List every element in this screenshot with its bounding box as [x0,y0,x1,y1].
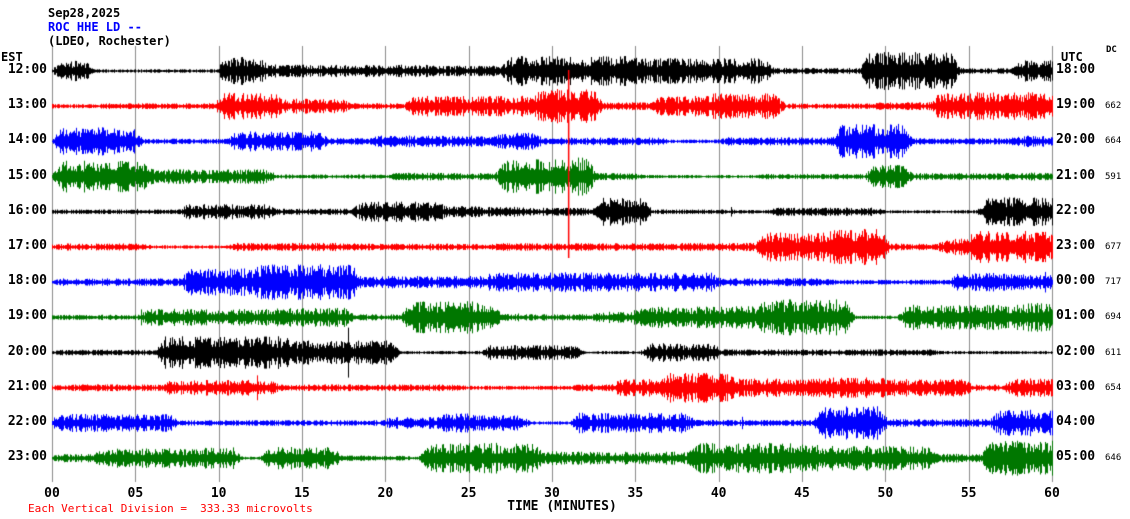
right-axis-label-utc: UTC [1061,50,1083,64]
utc-time-label: 18:00 [1056,62,1096,77]
dc-offset-value: 654 [1105,382,1122,393]
x-tick-label: 15 [294,486,310,501]
x-axis-label: TIME (MINUTES) [507,499,617,514]
x-tick-label: 55 [960,486,977,501]
left-axis-label-est: EST [1,50,23,64]
est-time-label: 14:00 [7,132,47,148]
est-time-label: 19:00 [7,308,47,324]
dc-offset-value: 717 [1105,277,1122,288]
est-time-label: 17:00 [7,238,47,253]
x-tick-label: 25 [460,486,477,501]
utc-time-label: 03:00 [1056,378,1096,394]
dc-offset-value: 611 [1105,347,1122,358]
utc-time-label: 19:00 [1056,97,1096,113]
x-tick-label: 40 [710,486,727,501]
x-tick-label: 60 [1044,486,1060,501]
dc-offset-value: 664 [1105,136,1122,147]
x-tick-label: 10 [210,486,227,501]
x-tick-label: 30 [544,486,560,501]
est-time-label: 16:00 [7,202,47,218]
est-time-label: 12:00 [7,62,47,77]
utc-time-label: 23:00 [1056,238,1096,253]
dc-column-label: DC [1106,45,1117,55]
utc-time-label: 20:00 [1056,132,1096,148]
utc-time-label: 05:00 [1056,449,1096,465]
utc-time-label: 21:00 [1056,167,1096,183]
dc-offset-value: 694 [1105,312,1122,323]
utc-time-label: 02:00 [1056,343,1096,359]
est-time-label: 22:00 [7,414,47,429]
x-tick-label: 35 [627,486,644,501]
est-time-label: 21:00 [7,378,47,394]
est-time-label: 13:00 [7,97,47,113]
dc-offset-value: 677 [1105,242,1122,252]
scale-note: Each Vertical Division = 333.33 microvol… [28,502,313,515]
est-time-label: 18:00 [7,273,47,289]
dc-offset-value: 591 [1105,171,1122,182]
est-time-label: 23:00 [7,449,47,465]
utc-time-label: 04:00 [1056,414,1096,429]
x-tick-label: 45 [794,486,810,501]
utc-time-label: 22:00 [1056,202,1096,218]
utc-time-label: 01:00 [1056,308,1096,324]
dc-offset-value: 662 [1105,101,1122,112]
header-station-id: ROC HHE LD -- [48,20,142,34]
header-date: Sep28,2025 [48,6,121,20]
x-tick-label: 00 [44,486,60,501]
x-tick-label: 05 [127,486,144,501]
dc-offset-value: 646 [1105,453,1122,464]
est-time-label: 20:00 [7,343,47,359]
x-tick-label: 20 [377,486,394,501]
x-tick-label: 50 [877,486,894,501]
est-time-label: 15:00 [7,167,47,183]
utc-time-label: 00:00 [1056,273,1096,289]
header-location: (LDEO, Rochester) [48,34,171,48]
